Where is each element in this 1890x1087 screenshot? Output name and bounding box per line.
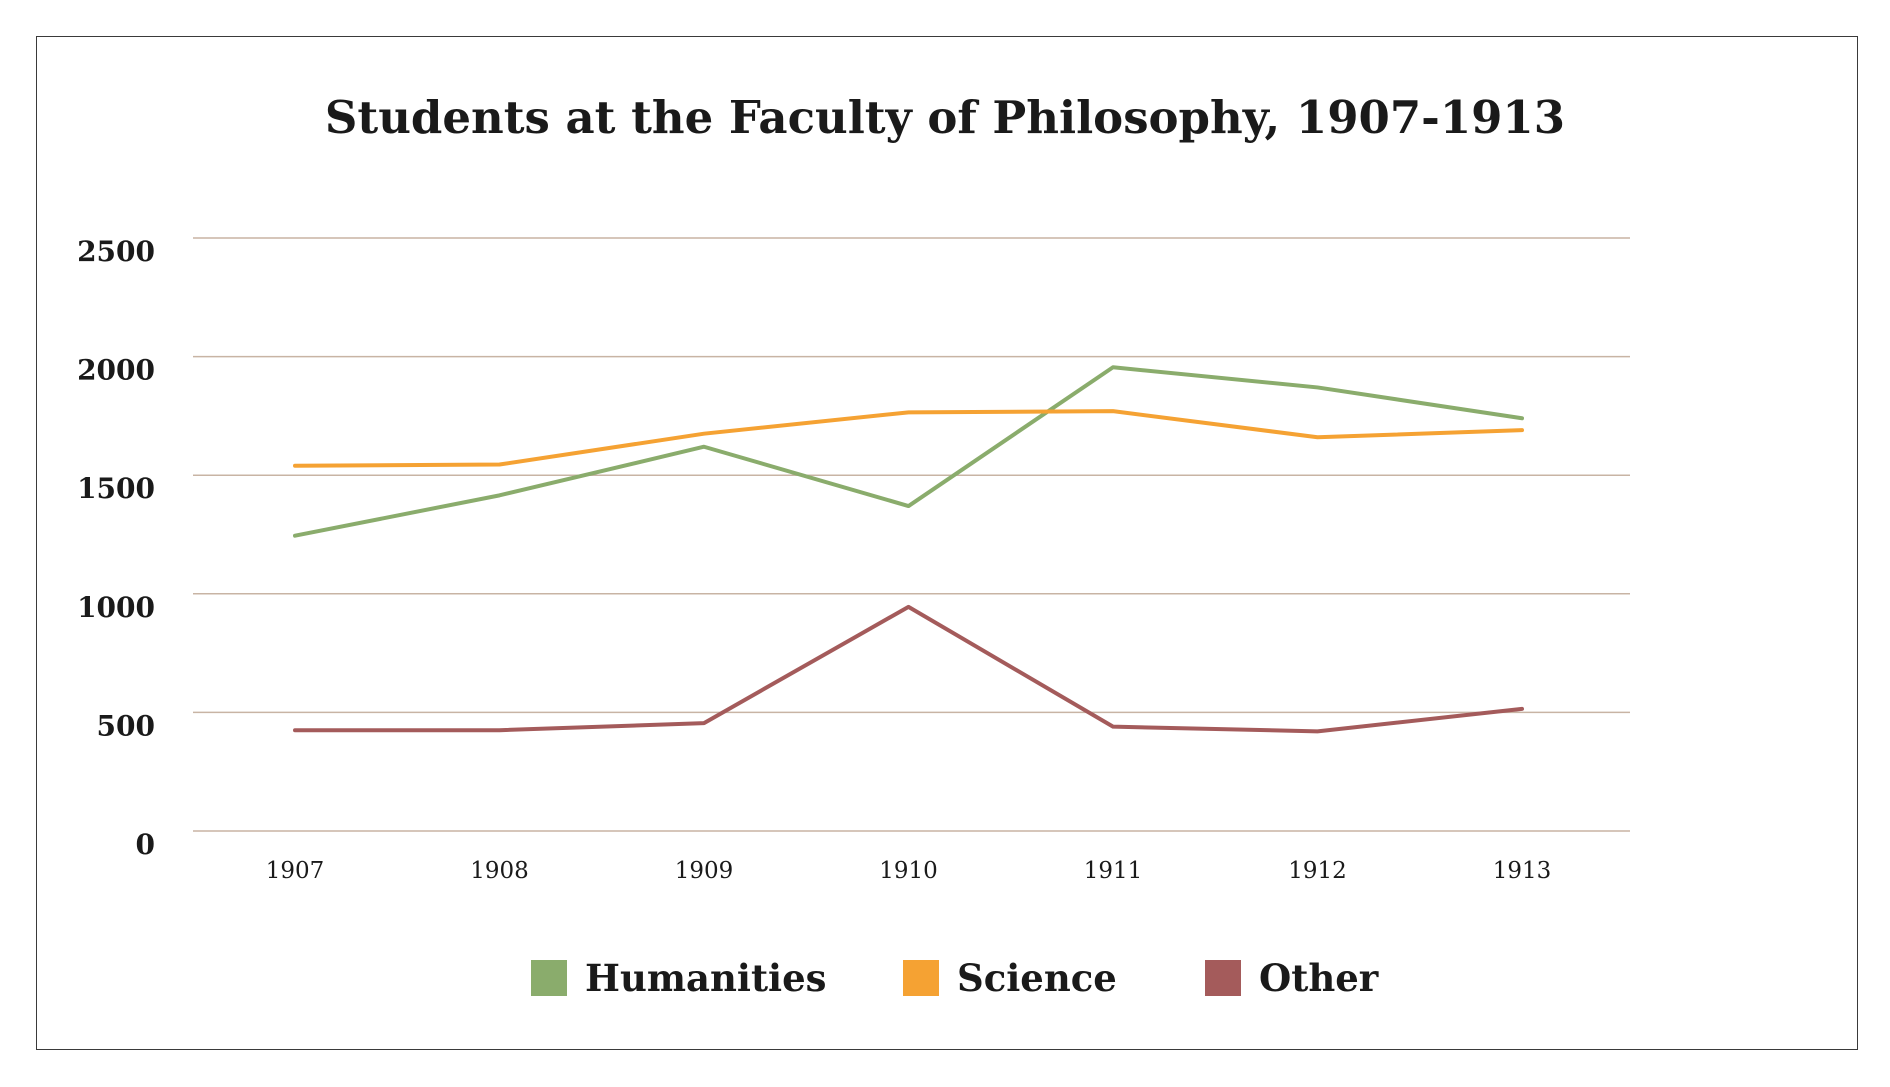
y-axis-ticks: 0 500 1000 1500 2000 2500 xyxy=(77,235,155,861)
legend-item-other: Other xyxy=(1205,956,1379,1000)
x-axis-ticks: 1907 1908 1909 1910 1911 1912 1913 xyxy=(266,858,1552,884)
x-tick-label: 1910 xyxy=(879,858,938,884)
y-tick-label: 500 xyxy=(97,709,155,742)
x-tick-label: 1913 xyxy=(1493,858,1552,884)
y-tick-label: 0 xyxy=(136,828,155,861)
legend-swatch xyxy=(531,960,567,996)
legend-label: Science xyxy=(957,956,1117,1000)
series-line-science xyxy=(293,409,1524,468)
legend-swatch xyxy=(1205,960,1241,996)
y-tick-label: 1000 xyxy=(77,591,155,624)
gridlines xyxy=(193,237,1630,832)
x-tick-label: 1909 xyxy=(675,858,734,884)
y-tick-label: 2000 xyxy=(77,354,155,387)
chart-frame xyxy=(36,36,1858,1050)
y-tick-label: 2500 xyxy=(77,235,155,268)
series-line-other xyxy=(293,604,1524,734)
legend: Humanities Science Other xyxy=(531,956,1379,1000)
series-line-humanities xyxy=(293,365,1524,538)
legend-label: Other xyxy=(1259,956,1379,1000)
chart-title: Students at the Faculty of Philosophy, 1… xyxy=(325,91,1565,144)
legend-swatch xyxy=(903,960,939,996)
x-tick-label: 1912 xyxy=(1288,858,1347,884)
x-tick-label: 1907 xyxy=(266,858,325,884)
series-lines xyxy=(293,365,1524,734)
legend-label: Humanities xyxy=(585,956,826,1000)
x-tick-label: 1911 xyxy=(1084,858,1143,884)
y-tick-label: 1500 xyxy=(77,472,155,505)
legend-item-humanities: Humanities xyxy=(531,956,826,1000)
legend-item-science: Science xyxy=(903,956,1117,1000)
x-tick-label: 1908 xyxy=(470,858,529,884)
